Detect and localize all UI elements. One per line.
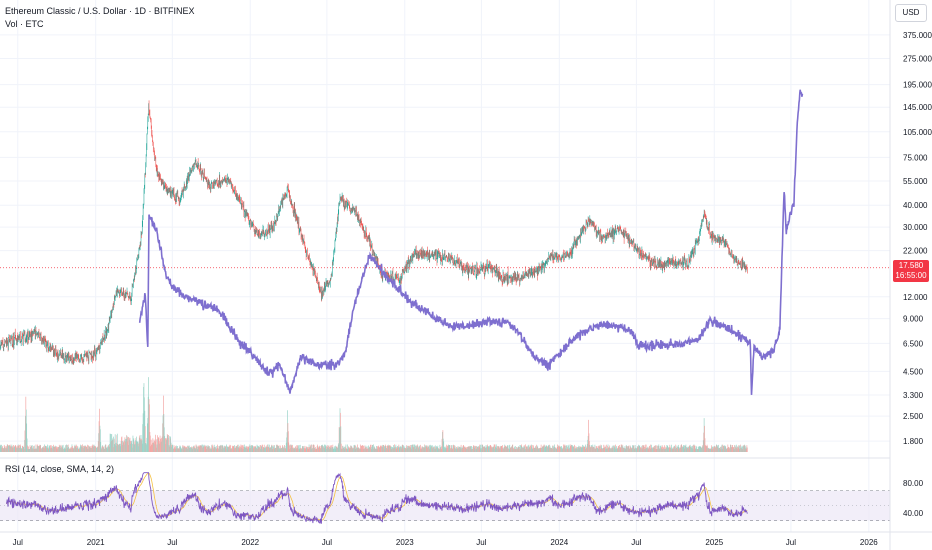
rsi-pane[interactable] bbox=[0, 472, 890, 524]
y-tick-label: 1.800 bbox=[903, 437, 924, 446]
y-tick-label: 22.000 bbox=[903, 247, 928, 256]
x-tick-label: 2021 bbox=[87, 538, 105, 547]
volume-bars bbox=[0, 377, 748, 452]
price-candles bbox=[0, 100, 748, 365]
currency-button[interactable]: USD bbox=[895, 4, 927, 22]
volume-legend[interactable]: Vol · ETC bbox=[5, 19, 44, 29]
y-tick-label: 145.000 bbox=[903, 103, 932, 112]
x-tick-label: 2022 bbox=[241, 538, 259, 547]
rsi-tick-label: 40.00 bbox=[903, 509, 924, 518]
x-tick-label: Jul bbox=[631, 538, 641, 547]
y-tick-label: 375.000 bbox=[903, 31, 932, 40]
last-price-countdown: 16:55:00 bbox=[895, 270, 927, 280]
x-tick-label: Jul bbox=[322, 538, 332, 547]
y-tick-label: 12.000 bbox=[903, 293, 928, 302]
last-price-tag: 17.580 16:55:00 bbox=[893, 259, 929, 282]
x-tick-label: 2025 bbox=[705, 538, 723, 547]
x-tick-label: 2024 bbox=[550, 538, 568, 547]
y-tick-label: 275.000 bbox=[903, 55, 932, 64]
x-tick-label: Jul bbox=[786, 538, 796, 547]
y-tick-label: 40.000 bbox=[903, 201, 928, 210]
y-tick-label: 195.000 bbox=[903, 81, 932, 90]
y-tick-label: 4.500 bbox=[903, 367, 924, 376]
y-tick-label: 30.000 bbox=[903, 223, 928, 232]
y-tick-label: 2.500 bbox=[903, 412, 924, 421]
rsi-legend[interactable]: RSI (14, close, SMA, 14, 2) bbox=[5, 464, 115, 474]
rsi-tick-label: 80.00 bbox=[903, 479, 924, 488]
y-tick-label: 75.000 bbox=[903, 153, 928, 162]
x-tick-label: Jul bbox=[476, 538, 486, 547]
x-tick-label: 2026 bbox=[860, 538, 878, 547]
y-tick-label: 3.300 bbox=[903, 391, 924, 400]
x-tick-label: Jul bbox=[13, 538, 23, 547]
y-tick-label: 55.000 bbox=[903, 177, 928, 186]
y-tick-label: 105.000 bbox=[903, 128, 932, 137]
overlay-line bbox=[138, 89, 804, 395]
grid-lines bbox=[0, 0, 890, 532]
x-tick-label: Jul bbox=[167, 538, 177, 547]
last-price-value: 17.580 bbox=[898, 260, 924, 270]
y-tick-label: 9.000 bbox=[903, 315, 924, 324]
rsi-line bbox=[5, 472, 748, 524]
overlay-series-line bbox=[138, 89, 804, 395]
x-tick-label: 2023 bbox=[396, 538, 414, 547]
chart-title: Ethereum Classic / U.S. Dollar · 1D · BI… bbox=[5, 6, 195, 16]
y-tick-label: 6.500 bbox=[903, 339, 924, 348]
